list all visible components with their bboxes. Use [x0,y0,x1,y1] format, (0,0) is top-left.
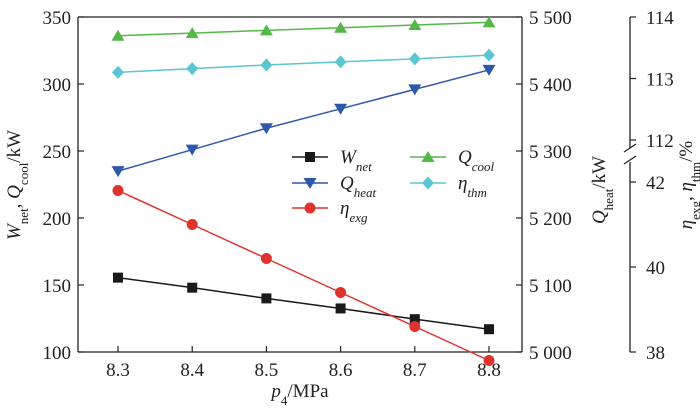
data-point-exg [260,253,272,264]
data-point-thm [334,55,347,69]
data-point-thm [112,65,124,79]
right1-tick-label: 5 000 [529,343,572,364]
right2-tick-label: 113 [646,70,674,91]
data-point-heat [334,103,348,115]
data-point-cool [408,19,422,31]
right2-tick-label: 38 [646,343,665,364]
legend-label-net: Wnet [340,147,372,174]
left-tick-label: 100 [43,343,72,364]
axis-break-mark [623,143,637,165]
legend-label-thm: ηthm [458,173,487,200]
x-tick-label: 8.5 [255,360,279,381]
data-point-thm [260,58,273,72]
legend-label-exg: ηexg [340,198,368,225]
right-axis-2-title: ηexg, ηthm/% [676,141,700,230]
data-point-cool [185,27,199,39]
data-point-exg [409,321,421,332]
legend-marker-heat [303,178,317,189]
legend-marker-cool [421,151,435,162]
series-line-cool [117,21,490,37]
data-point-cool [259,24,273,36]
right1-tick-label: 5 200 [529,209,572,230]
right1-tick-label: 5 400 [529,75,572,96]
left-tick-label: 200 [43,209,72,230]
data-point-net [261,293,272,304]
data-point-thm [483,48,495,62]
data-point-heat [408,84,422,96]
right2-tick-label: 40 [646,258,665,279]
left-axis-title: Wnet, Qcool/kW [4,130,31,240]
x-axis-title: p4/MPa [269,381,329,408]
data-point-exg [483,355,495,366]
right2-tick-label: 114 [646,8,674,29]
data-point-heat [111,166,125,178]
data-point-cool [334,21,348,33]
data-point-heat [259,123,273,135]
right1-tick-label: 5 300 [529,142,572,163]
left-tick-label: 150 [43,276,72,297]
x-tick-label: 8.3 [106,360,130,381]
legend-label-heat: Qheat [340,173,377,200]
data-point-net [335,303,346,314]
data-point-net [113,272,123,283]
left-tick-label: 350 [43,8,72,29]
right2-tick-label: 42 [646,173,665,194]
series-line-exg [117,189,490,362]
legend-marker-thm [422,176,434,190]
data-point-heat [185,144,199,156]
x-tick-label: 8.8 [477,360,501,381]
left-tick-label: 250 [43,142,72,163]
right1-tick-label: 5 100 [529,276,572,297]
series-line-net [117,276,490,330]
data-point-net [409,314,420,325]
data-point-thm [186,62,199,76]
data-point-exg [335,287,347,298]
right1-tick-label: 5 500 [529,8,572,29]
data-point-exg [112,185,124,196]
series-line-heat [117,69,490,172]
data-point-cool [111,29,125,41]
data-point-thm [408,52,421,66]
data-point-net [187,282,198,293]
legend-marker-net [305,152,315,162]
legend-marker-exg [304,202,316,214]
data-point-net [484,324,494,335]
right-axis-1-title: Qheat/kW [589,156,616,224]
right2-tick-label: 112 [646,131,674,152]
x-tick-label: 8.6 [329,360,353,381]
x-tick-label: 8.7 [403,360,427,381]
left-tick-label: 300 [43,75,72,96]
series-line-thm [117,54,490,74]
data-point-exg [186,219,198,230]
data-point-heat [482,64,496,76]
data-point-cool [482,16,496,28]
legend-label-cool: Qcool [458,147,495,174]
x-tick-label: 8.4 [180,360,204,381]
